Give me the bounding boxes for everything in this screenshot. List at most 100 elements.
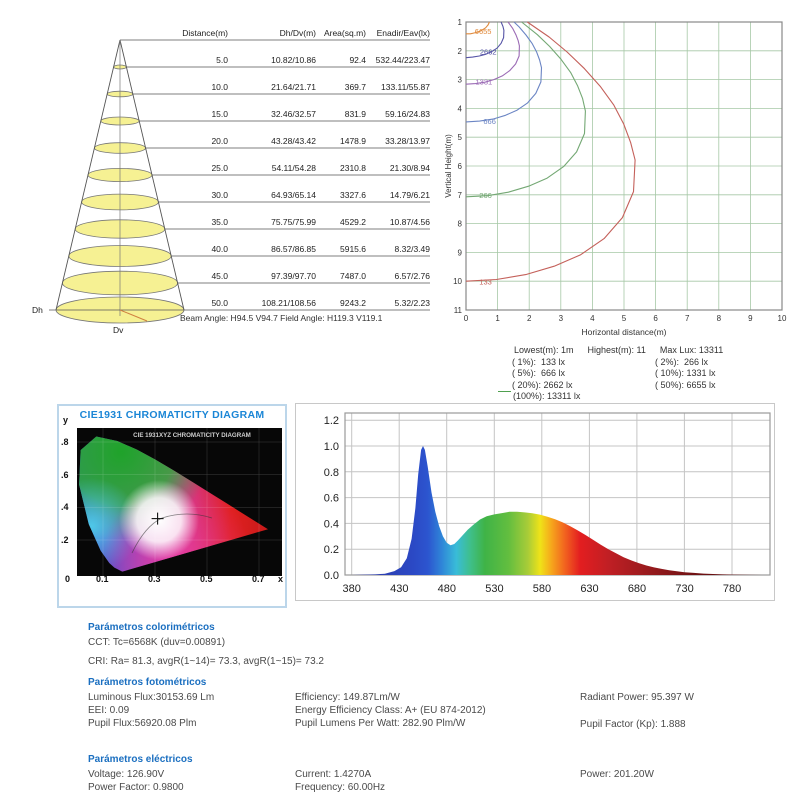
cell-enadir: 33.28/13.97 (385, 136, 430, 146)
photometric-title: Parámetros fotométricos (88, 677, 207, 688)
col-header-enadir-eav: Enadir/Eav(lx) (376, 28, 430, 38)
table-row: 50.0 108.21/108.56 9243.2 5.32/2.23 (170, 283, 430, 310)
table-row: 5.0 10.82/10.86 92.4 532.44/223.47 (170, 40, 430, 67)
photometric-params: Parámetros fotométricos Luminous Flux:30… (88, 677, 778, 745)
svg-text:0.8: 0.8 (324, 467, 339, 479)
efficiency-class: Energy Efficiency Class: A+ (EU 874-2012… (295, 705, 486, 716)
isolux-curve-666 (465, 21, 543, 123)
svg-text:0.2: 0.2 (324, 544, 339, 556)
svg-text:7: 7 (458, 191, 463, 200)
isolux-curves (465, 21, 636, 282)
svg-text:7: 7 (685, 314, 690, 323)
cie-xtick: 0.1 (96, 574, 109, 584)
cell-enadir: 5.32/2.23 (394, 298, 430, 308)
cie-xtick: 0.3 (148, 574, 161, 584)
cell-distance: 15.0 (211, 109, 228, 119)
spectrum-xtick-labels: 380 430 480 530 580 630 680 730 780 (343, 583, 742, 595)
legend-entry: ( 50%): 6655 lx (655, 379, 716, 390)
svg-text:2662: 2662 (480, 48, 497, 57)
legend-entry: ( 1%): 133 lx (512, 356, 566, 367)
isolux-curve-labels: 6655 2662 1331 666 266 133 (475, 27, 497, 286)
cell-distance: 35.0 (211, 217, 228, 227)
svg-text:0.4: 0.4 (324, 518, 339, 530)
isolux-xaxis-title: Horizontal distance(m) (581, 327, 666, 337)
cell-dhdv: 86.57/86.85 (271, 244, 316, 254)
isolux-ytick-labels: 1 2 3 4 5 6 7 8 9 10 11 (453, 18, 462, 315)
svg-text:2: 2 (458, 47, 463, 56)
svg-text:530: 530 (485, 583, 503, 595)
legend-line-swatch (498, 391, 511, 392)
svg-text:6: 6 (653, 314, 658, 323)
legend-entry: ( 5%): 666 lx (512, 368, 566, 378)
legend-lowest: Lowest(m): 1m (514, 345, 574, 355)
svg-text:266: 266 (479, 191, 492, 200)
cell-area: 4529.2 (340, 217, 366, 227)
svg-text:10: 10 (778, 314, 787, 323)
cie-inner-title: CIE 1931XYZ CHROMATICITY DIAGRAM (133, 432, 251, 439)
svg-text:133: 133 (479, 277, 492, 286)
legend-row: ( 20%): 2662 lx ( 50%): 6655 lx (498, 380, 798, 392)
eei: EEI: 0.09 (88, 705, 130, 716)
legend-row: ( 5%): 666 lx ( 10%): 1331 lx (498, 368, 798, 380)
cie-grid (77, 428, 282, 576)
legend-entry: ( 20%): 2662 lx (512, 379, 573, 390)
power-factor: Power Factor: 0.9800 (88, 782, 184, 793)
efficiency: Efficiency: 149.87Lm/W (295, 692, 400, 703)
cell-distance: 25.0 (211, 163, 228, 173)
dv-axis-line (119, 309, 148, 322)
cell-enadir: 8.32/3.49 (394, 244, 430, 254)
isolux-curve-6655 (466, 21, 490, 35)
svg-text:666: 666 (483, 117, 496, 126)
cie-ytick: .8 (61, 437, 69, 447)
electrical-params: Parámetros eléctricos Voltage: 126.90V P… (88, 754, 778, 795)
table-row: 45.0 97.39/97.70 7487.0 6.57/2.76 (170, 256, 430, 283)
svg-text:780: 780 (723, 583, 741, 595)
cie-diagram-image: CIE 1931XYZ CHROMATICITY DIAGRAM (77, 428, 282, 576)
svg-text:480: 480 (438, 583, 456, 595)
table-row: 30.0 64.93/65.14 3327.6 14.79/6.21 (170, 175, 430, 202)
svg-text:11: 11 (454, 306, 463, 315)
cell-dhdv: 108.21/108.56 (261, 298, 316, 308)
cell-dhdv: 75.75/75.99 (271, 217, 316, 227)
cie-ytick: .2 (61, 535, 69, 545)
pupil-flux: Pupil Flux:56920.08 Plm (88, 718, 197, 729)
col-header-dhdv: Dh/Dv(m) (279, 28, 316, 38)
svg-text:680: 680 (628, 583, 646, 595)
isolux-curve-2662 (465, 21, 505, 59)
svg-text:9: 9 (458, 248, 463, 257)
cie-title: CIE1931 CHROMATICITY DIAGRAM (79, 409, 265, 421)
parameters-section: Parámetros colorimétricos CCT: Tc=6568K … (88, 622, 778, 800)
cie-ytick: .4 (61, 502, 69, 512)
svg-text:1.0: 1.0 (324, 441, 339, 453)
dh-label: Dh (32, 305, 43, 315)
svg-text:5: 5 (458, 133, 463, 142)
electrical-title: Parámetros eléctricos (88, 754, 193, 765)
isolux-curve-133 (465, 21, 636, 282)
legend-row-100pct: (100%): 13311 lx (498, 391, 798, 403)
svg-text:730: 730 (675, 583, 693, 595)
col-header-area: Area(sq.m) (323, 28, 366, 38)
spectrum-chart: 0.0 0.2 0.4 0.6 0.8 1.0 1.2 380 430 480 … (295, 403, 775, 601)
isolux-gridlines (465, 21, 783, 311)
cell-distance: 5.0 (216, 55, 228, 65)
svg-text:1: 1 (458, 18, 463, 27)
cell-distance: 50.0 (211, 298, 228, 308)
pupil-lumens-watt: Pupil Lumens Per Watt: 282.90 Plm/W (295, 718, 466, 729)
svg-text:2: 2 (527, 314, 532, 323)
isolux-legend: Lowest(m): 1m Highest(m): 11 Max Lux: 1331… (498, 345, 798, 403)
cell-dhdv: 10.82/10.86 (271, 55, 316, 65)
cell-distance: 20.0 (211, 136, 228, 146)
svg-text:4: 4 (590, 314, 595, 323)
cell-enadir: 21.30/8.94 (389, 163, 430, 173)
svg-text:0: 0 (464, 314, 469, 323)
cell-area: 831.9 (344, 109, 366, 119)
table-row: 20.0 43.28/43.42 1478.9 33.28/13.97 (170, 121, 430, 148)
svg-text:1.2: 1.2 (324, 415, 339, 427)
legend-entry: ( 10%): 1331 lx (655, 368, 716, 378)
isolux-plot-border (465, 21, 783, 311)
voltage: Voltage: 126.90V (88, 769, 165, 780)
svg-text:6: 6 (458, 162, 463, 171)
cie-xtick: 0.5 (200, 574, 213, 584)
cell-distance: 45.0 (211, 271, 228, 281)
